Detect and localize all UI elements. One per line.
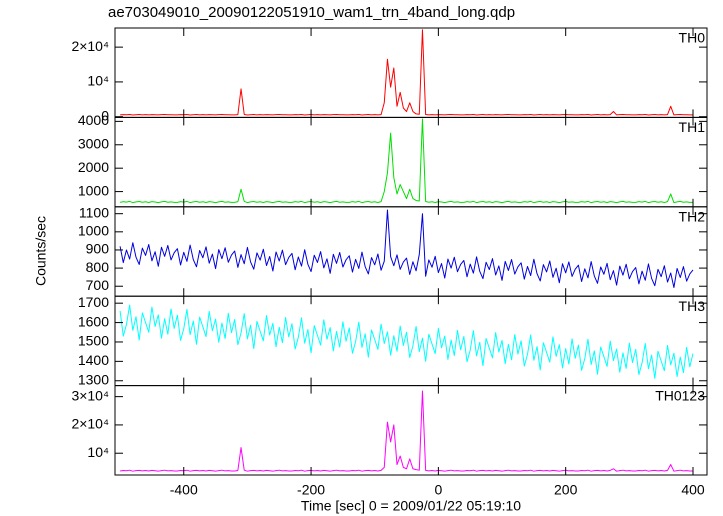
- y-tick-label: 1600: [78, 313, 109, 329]
- y-tick-label: 1500: [78, 333, 109, 349]
- x-tick-label: 400: [681, 482, 705, 498]
- x-tick-label: 200: [554, 482, 578, 498]
- x-tick-label: -400: [170, 482, 198, 498]
- y-tick-label: 10⁴: [87, 73, 109, 89]
- y-tick-label: 2×10⁴: [71, 416, 109, 432]
- y-tick-label: 1000: [78, 182, 109, 198]
- y-tick-label: 2000: [78, 159, 109, 175]
- series-label: TH3: [679, 298, 706, 314]
- y-tick-label: 0: [101, 107, 109, 123]
- y-tick-label: 3×10⁴: [71, 387, 109, 403]
- y-tick-label: 900: [86, 241, 110, 257]
- series-label: TH1: [679, 119, 706, 135]
- chart-title: ae703049010_20090122051910_wam1_trn_4ban…: [108, 4, 515, 21]
- x-axis-label: Time [sec] 0 = 2009/01/22 05:19:10: [301, 498, 521, 514]
- x-tick-label: -200: [297, 482, 325, 498]
- panel-frame: [114, 385, 708, 476]
- y-tick-label: 3000: [78, 135, 109, 151]
- series-label: TH0123: [655, 387, 705, 403]
- series-label: TH2: [679, 209, 706, 225]
- panel-frame: [114, 27, 708, 118]
- y-tick-label: 4000: [78, 112, 109, 128]
- y-tick-label: 800: [86, 259, 110, 275]
- series-label: TH0: [679, 30, 706, 46]
- y-tick-label: 1700: [78, 294, 109, 310]
- y-tick-label: 1400: [78, 352, 109, 368]
- data-line: [119, 118, 693, 204]
- panel-frame: [114, 206, 708, 297]
- y-tick-label: 2×10⁴: [71, 38, 109, 54]
- data-line: [119, 304, 694, 379]
- data-line: [120, 29, 694, 116]
- y-tick-label: 10⁴: [87, 444, 109, 460]
- data-line: [120, 390, 693, 472]
- x-tick-label: 0: [434, 482, 442, 498]
- panel-frame: [114, 295, 708, 387]
- data-line: [119, 209, 694, 288]
- y-axis-label: Counts/sec: [33, 216, 49, 286]
- y-tick-label: 700: [86, 277, 110, 293]
- y-tick-label: 1100: [79, 204, 109, 220]
- y-tick-label: 1000: [78, 223, 109, 239]
- y-tick-label: 1300: [78, 371, 109, 387]
